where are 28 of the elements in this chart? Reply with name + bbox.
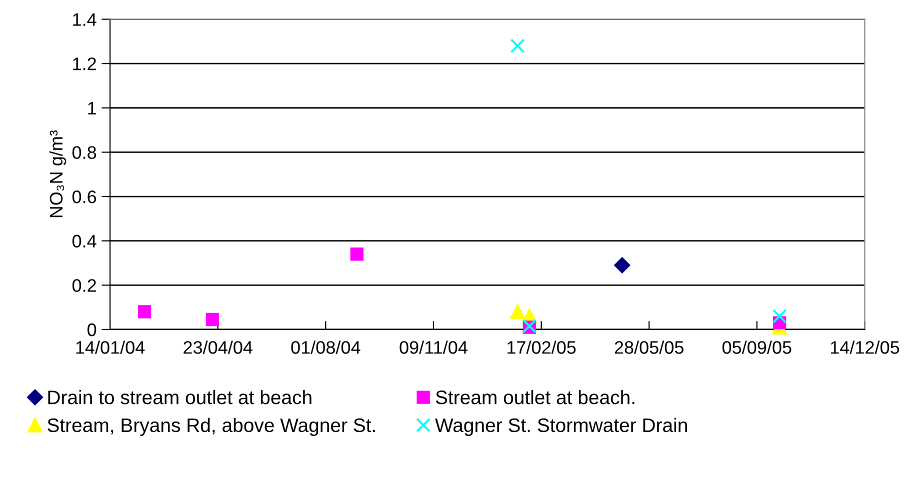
y-tick-label: 0.8 [72, 146, 96, 159]
x-tick-label: 23/04/04 [184, 340, 252, 354]
y-axis-title: NO₃N g/m³ [49, 130, 66, 218]
x-tick-label: 17/02/05 [508, 340, 576, 354]
legend-label: Stream, Bryans Rd, above Wagner St. [48, 418, 375, 436]
x-tick-label: 05/09/05 [722, 340, 792, 354]
y-tick-label: 0.6 [72, 190, 96, 204]
y-tick-label: 0.4 [72, 234, 96, 248]
x-tick-label: 14/12/05 [830, 340, 900, 354]
x-tick-label: 01/08/04 [291, 340, 360, 354]
x-tick-label: 09/11/04 [400, 340, 468, 354]
point [510, 38, 525, 54]
point [138, 305, 152, 318]
point [614, 257, 630, 274]
y-tick-label: 0.2 [72, 279, 96, 292]
point [772, 308, 787, 324]
point [206, 312, 220, 326]
legend-label: Drain to stream outlet at beach [48, 390, 312, 404]
legend-label: Stream outlet at beach. [436, 390, 634, 404]
x-tick-label: 14/01/04 [76, 340, 145, 354]
y-tick-label: 1.2 [73, 57, 96, 70]
point [510, 304, 525, 320]
x-tick-label: 28/05/05 [614, 340, 684, 354]
legend-label: Wagner St. Stormwater Drain [435, 418, 687, 436]
y-tick-label: 1 [88, 102, 96, 114]
y-tick-label: 1.4 [73, 13, 96, 26]
point [350, 248, 364, 261]
y-tick-label: 0 [88, 323, 96, 336]
